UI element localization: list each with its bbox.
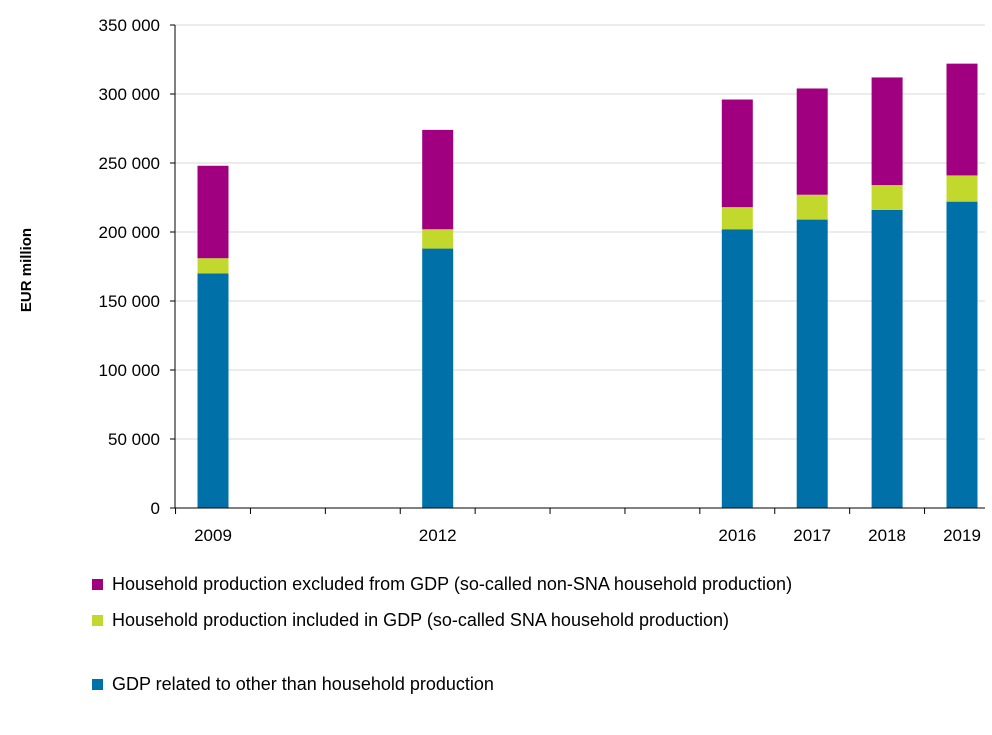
stacked-bar-chart: 0 50 000 100 000 150 000 200 000 250 000 300 0… (18, 16, 985, 545)
bar-segment (721, 229, 753, 509)
y-tick-label: 200 000 (99, 223, 160, 242)
x-tick-label: 2019 (943, 526, 981, 545)
bar-segment (721, 207, 753, 230)
x-tick-label: 2017 (793, 526, 831, 545)
bar-segment (796, 194, 828, 220)
legend-label-sna: Household production included in GDP (so… (112, 610, 730, 630)
axes (170, 24, 985, 514)
x-tick-labels: 2009 2012 2016 2017 2018 2019 (194, 526, 981, 545)
legend-label-gdp-other: GDP related to other than household prod… (112, 674, 494, 694)
x-tick-label: 2009 (194, 526, 232, 545)
y-axis-title: EUR million (18, 228, 35, 312)
bar-segment (422, 129, 454, 230)
bar-segment (946, 175, 978, 202)
bar-segment (946, 63, 978, 176)
bar-segment (422, 248, 454, 508)
legend-swatch-sna (92, 615, 103, 626)
x-tick-label: 2016 (718, 526, 756, 545)
legend: Household production excluded from GDP (… (92, 572, 972, 696)
bar-segment (946, 201, 978, 508)
y-tick-label: 50 000 (108, 430, 160, 449)
x-tick-label: 2018 (868, 526, 906, 545)
bar-segment (871, 77, 903, 186)
y-tick-label: 100 000 (99, 361, 160, 380)
bar-segment (796, 219, 828, 508)
bars (197, 63, 978, 509)
x-tick-label: 2012 (419, 526, 457, 545)
y-tick-label: 0 (151, 499, 160, 518)
legend-swatch-non-sna (92, 579, 103, 590)
bar-segment (197, 273, 229, 508)
legend-label-non-sna: Household production excluded from GDP (… (112, 574, 793, 594)
y-tick-label: 150 000 (99, 292, 160, 311)
y-tick-labels: 0 50 000 100 000 150 000 200 000 250 000 300 0… (99, 16, 160, 518)
legend-item-gdp-other: GDP related to other than household prod… (92, 672, 972, 696)
bar-segment (796, 88, 828, 195)
y-tick-label: 300 000 (99, 85, 160, 104)
gridlines (175, 24, 985, 440)
y-tick-label: 250 000 (99, 154, 160, 173)
bar-segment (721, 99, 753, 208)
bar-segment (197, 258, 229, 274)
legend-item-non-sna: Household production excluded from GDP (… (92, 572, 972, 596)
bar-segment (197, 165, 229, 259)
legend-item-sna: Household production included in GDP (so… (92, 608, 972, 632)
y-tick-label: 350 000 (99, 16, 160, 35)
legend-swatch-gdp-other (92, 679, 103, 690)
bar-segment (871, 185, 903, 210)
bar-segment (422, 229, 454, 249)
bar-segment (871, 209, 903, 509)
